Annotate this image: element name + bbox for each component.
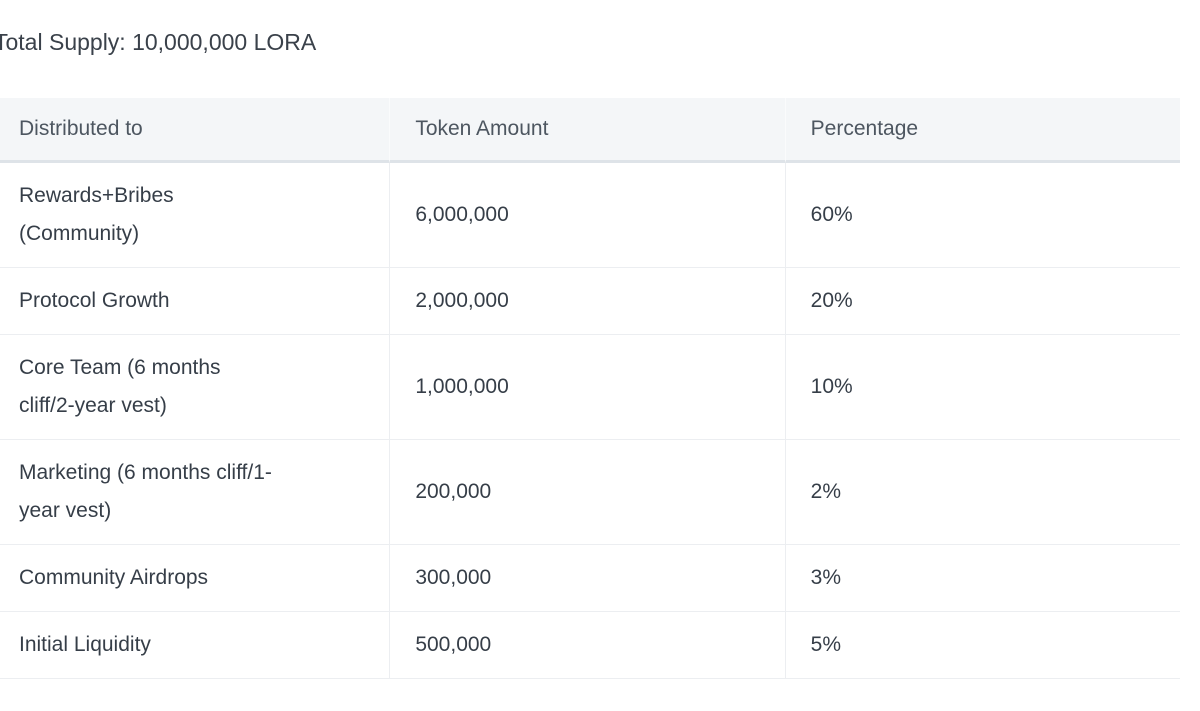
table-row: Initial Liquidity 500,000 5%	[0, 612, 1180, 679]
table-header: Distributed to Token Amount Percentage	[0, 98, 1180, 163]
column-header-percentage: Percentage	[784, 98, 1180, 163]
distributed-to-cell: Initial Liquidity	[0, 612, 390, 679]
total-supply-title: Total Supply: 10,000,000 LORA	[0, 29, 317, 55]
table-row: Core Team (6 months cliff/2-year vest) 1…	[0, 335, 1180, 440]
table-row: Marketing (6 months cliff/1- year vest) …	[0, 440, 1180, 545]
token-amount-cell: 6,000,000	[389, 163, 785, 268]
percentage-cell: 2%	[784, 440, 1180, 545]
table-row: Community Airdrops 300,000 3%	[0, 545, 1180, 612]
percentage-cell: 20%	[784, 268, 1180, 335]
token-amount-cell: 1,000,000	[389, 335, 785, 440]
table-row: Protocol Growth 2,000,000 20%	[0, 268, 1180, 335]
column-header-token-amount: Token Amount	[389, 98, 785, 163]
token-amount-cell: 2,000,000	[389, 268, 785, 335]
percentage-cell: 5%	[784, 612, 1180, 679]
percentage-cell: 60%	[784, 163, 1180, 268]
percentage-cell: 3%	[784, 545, 1180, 612]
distributed-to-cell: Core Team (6 months cliff/2-year vest)	[0, 335, 390, 440]
token-amount-cell: 200,000	[389, 440, 785, 545]
table-row: Rewards+Bribes (Community) 6,000,000 60%	[0, 163, 1180, 268]
token-amount-cell: 500,000	[389, 612, 785, 679]
column-header-distributed-to: Distributed to	[0, 98, 390, 163]
header-row: Distributed to Token Amount Percentage	[0, 98, 1180, 163]
distributed-to-cell: Protocol Growth	[0, 268, 390, 335]
percentage-cell: 10%	[784, 335, 1180, 440]
page: Total Supply: 10,000,000 LORA Distribute…	[0, 29, 1180, 679]
table-body: Rewards+Bribes (Community) 6,000,000 60%…	[0, 163, 1180, 679]
distributed-to-cell: Marketing (6 months cliff/1- year vest)	[0, 440, 390, 545]
token-distribution-table: Distributed to Token Amount Percentage R…	[0, 98, 1180, 679]
distributed-to-cell: Community Airdrops	[0, 545, 390, 612]
distributed-to-cell: Rewards+Bribes (Community)	[0, 163, 390, 268]
token-amount-cell: 300,000	[389, 545, 785, 612]
